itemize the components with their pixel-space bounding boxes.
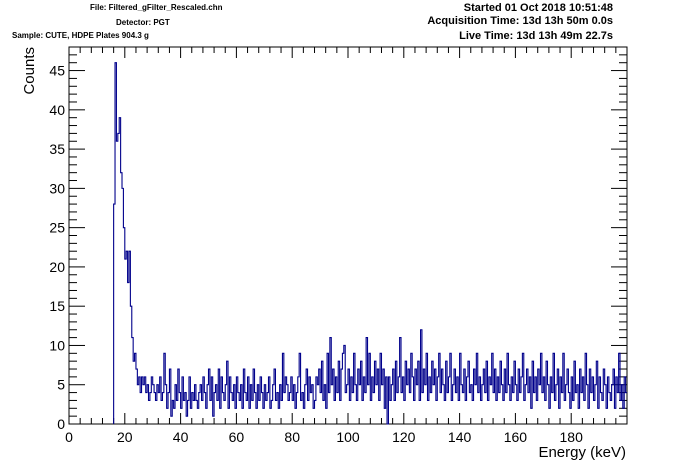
live-time-label: Live Time: 13d 13h 49m 22.7s [459,30,613,42]
x-tick-label: 0 [65,429,73,445]
x-tick-label: 160 [504,429,528,445]
acquisition-time-label: Acquisition Time: 13d 13h 50m 0.0s [427,15,613,27]
y-tick-label: 40 [49,102,65,118]
x-tick-label: 40 [173,429,189,445]
y-tick-label: 35 [49,141,65,157]
x-tick-label: 80 [284,429,300,445]
tick-labels: 0 20 40 60 80 100 120 140 160 180 0 5 10 15 20 25 30 35 40… [49,63,583,445]
plot-border [68,46,628,425]
axis-ticks [68,47,627,425]
started-label: Started 01 Oct 2018 10:51:48 [463,2,613,14]
x-axis-title: Energy (keV) [538,444,626,461]
plot-frame [68,46,628,425]
y-tick-label: 10 [49,337,65,353]
file-label: File: Filtered_gFilter_Rescaled.chn [90,3,223,12]
spectrum-line [113,62,627,425]
x-tick-label: 120 [392,429,416,445]
y-tick-label: 5 [57,377,65,393]
y-tick-label: 20 [49,259,65,275]
y-tick-label: 30 [49,180,65,196]
y-tick-label: 0 [57,416,65,432]
y-tick-label: 15 [49,298,65,314]
sample-label: Sample: CUTE, HDPE Plates 904.3 g [12,31,149,40]
y-axis-title: Counts [21,47,38,95]
x-tick-label: 20 [117,429,133,445]
detector-label: Detector: PGT [116,18,170,27]
y-tick-label: 25 [49,220,65,236]
x-tick-label: 100 [336,429,360,445]
x-tick-label: 180 [560,429,584,445]
spectrum-series [113,62,627,425]
y-tick-label: 45 [49,63,65,79]
x-tick-label: 60 [229,429,245,445]
x-tick-label: 140 [448,429,472,445]
